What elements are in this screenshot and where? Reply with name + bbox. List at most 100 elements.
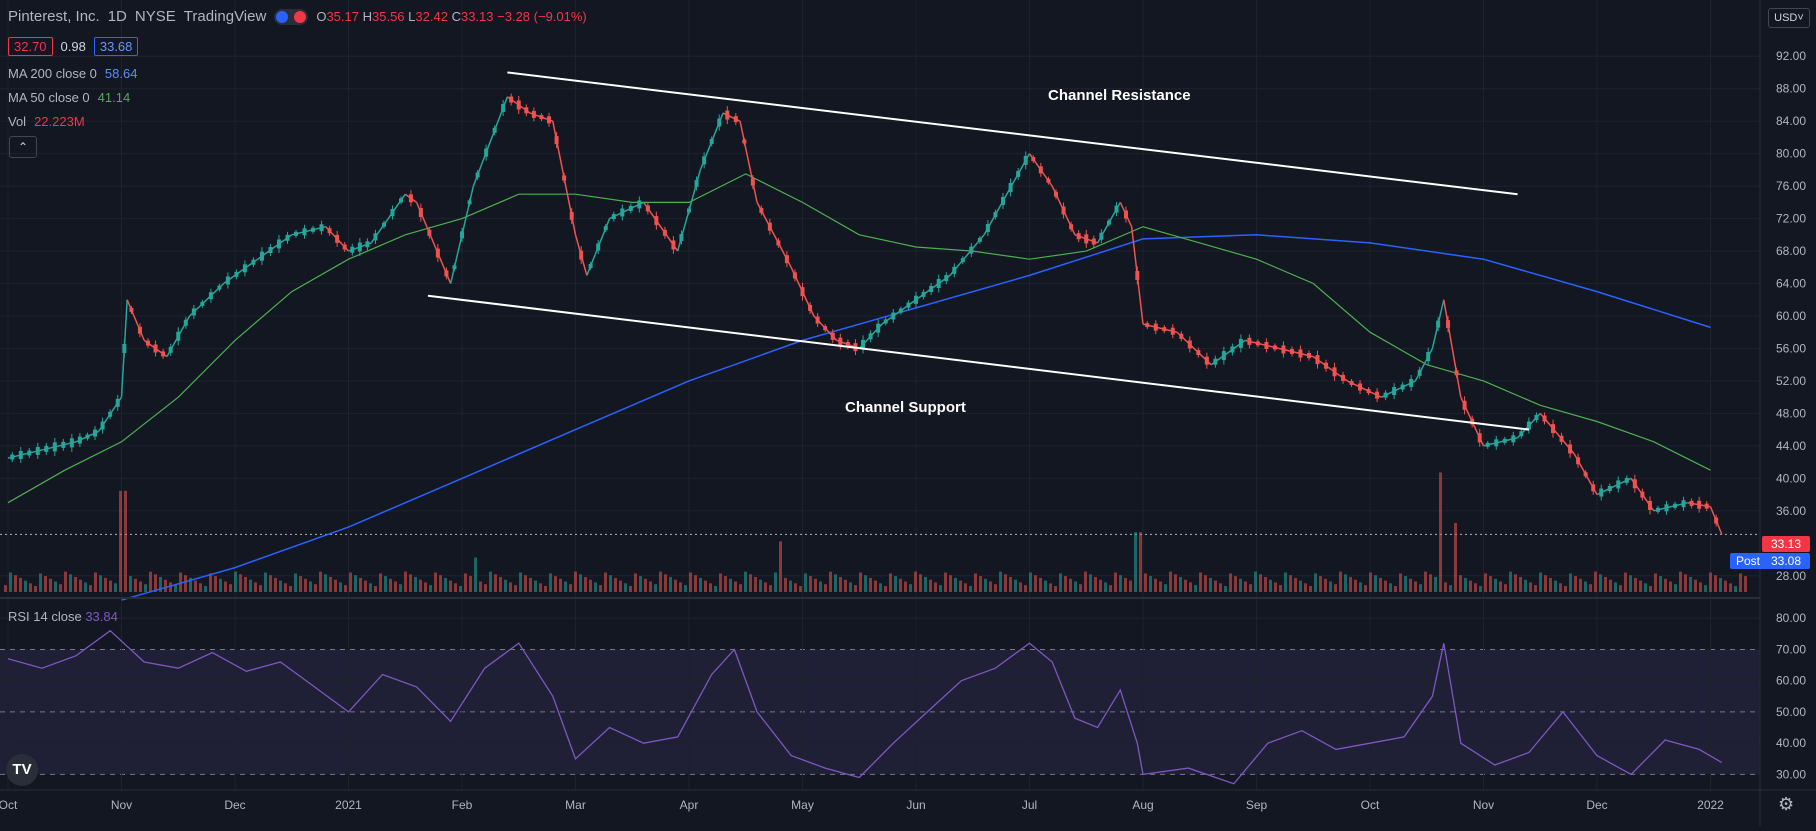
candle-body [302, 228, 307, 236]
visibility-toggle-icon[interactable] [274, 8, 309, 25]
volume-bar [739, 584, 742, 592]
support-trend-line [427, 294, 1530, 431]
volume-bar [1429, 574, 1432, 592]
volume-bar [1584, 581, 1587, 592]
currency-button[interactable]: USD˅ [1768, 8, 1810, 28]
tradingview-logo-icon[interactable]: TV [6, 754, 38, 786]
volume-bar [254, 582, 257, 592]
collapse-legend-button[interactable]: ⌃ [9, 136, 37, 158]
time-tick-label: 2022 [1697, 798, 1724, 812]
price-tick-label: 92.00 [1776, 49, 1806, 63]
volume-bar [179, 572, 182, 592]
volume-bar [1544, 575, 1547, 592]
volume-bar [409, 574, 412, 592]
volume-bar [1364, 585, 1367, 592]
volume-bar [1259, 574, 1262, 592]
candle-body [876, 323, 881, 333]
volume-bar [109, 580, 112, 592]
volume-bar [224, 581, 227, 592]
volume-bar [1604, 577, 1607, 592]
ask-price[interactable]: 33.68 [93, 37, 139, 56]
last-price-tag: 33.13 [1762, 536, 1810, 552]
volume-bar [499, 577, 502, 592]
candle-body [1349, 380, 1354, 385]
volume-bar [1419, 584, 1422, 592]
volume-bar [1734, 586, 1737, 592]
candle-body [365, 241, 370, 248]
time-tick-label: Feb [452, 798, 473, 812]
candle-body [285, 234, 290, 241]
candle-body [509, 96, 514, 103]
candle-body [977, 237, 982, 242]
candle-body [1664, 504, 1669, 512]
volume-bar [924, 577, 927, 592]
candle-body [1221, 351, 1226, 361]
candle-body [191, 308, 196, 316]
ma200-legend[interactable]: MA 200 close 0 58.64 [8, 66, 137, 81]
volume-bar [134, 578, 137, 592]
post-price-tag: 33.08 [1762, 553, 1810, 569]
volume-bar [569, 584, 572, 592]
bid-price[interactable]: 32.70 [8, 37, 53, 56]
candle-body [531, 110, 536, 118]
volume-bar [889, 573, 892, 592]
candle-body [1145, 323, 1150, 328]
volume-bar [504, 579, 507, 592]
gear-icon[interactable]: ⚙ [1778, 794, 1795, 814]
candle-body [1264, 341, 1269, 349]
candle-body [815, 316, 820, 324]
volume-bar [1504, 584, 1507, 592]
support-annotation[interactable]: Channel Support [845, 399, 966, 416]
ma50-legend[interactable]: MA 50 close 0 41.14 [8, 90, 130, 105]
volume-bar [99, 575, 102, 592]
candle-body [1238, 338, 1243, 348]
candle-body [759, 207, 764, 213]
volume-bar [289, 586, 292, 592]
candle-body [516, 100, 521, 110]
rsi-tick-label: 30.00 [1776, 767, 1806, 781]
candle-body [1366, 389, 1371, 394]
volume-bar [1234, 576, 1237, 592]
time-tick-label: Nov [1473, 798, 1494, 812]
resistance-annotation[interactable]: Channel Resistance [1048, 87, 1191, 104]
candle-body [547, 116, 552, 124]
volume-bar [1499, 581, 1502, 592]
volume-bar [489, 571, 492, 592]
volume-bar [394, 581, 397, 592]
volume-bar [859, 572, 862, 592]
volume-legend[interactable]: Vol 22.223M [8, 114, 85, 129]
volume-bar [1124, 577, 1127, 592]
candle-body [242, 264, 247, 273]
volume-bar [1624, 572, 1627, 592]
volume-bar [1464, 577, 1467, 592]
candle-body [342, 244, 347, 250]
volume-bar [894, 576, 897, 592]
volume-bar [1164, 584, 1167, 592]
volume-bar [349, 572, 352, 592]
volume-bar [1354, 579, 1357, 592]
volume-bar [234, 571, 237, 592]
volume-bar [1639, 580, 1642, 592]
volume-bar [684, 585, 687, 592]
candle-body [460, 231, 464, 239]
volume-bar [314, 584, 317, 592]
rsi-legend[interactable]: RSI 14 close 33.84 [8, 609, 118, 624]
candle-body [137, 326, 142, 334]
candle-body [776, 240, 781, 246]
interval-label[interactable]: 1D [107, 8, 127, 25]
candle-body [1583, 472, 1588, 477]
volume-bar [679, 582, 682, 592]
volume-bar [1074, 581, 1077, 592]
volume-bar [1704, 585, 1707, 592]
volume-bar [1514, 574, 1517, 592]
volume-bar [34, 586, 37, 592]
symbol-title[interactable]: Pinterest, Inc. [8, 8, 100, 25]
volume-bar [49, 578, 52, 592]
candle-body [1281, 345, 1286, 354]
candle-body [1247, 337, 1252, 345]
volume-bar [1314, 573, 1317, 592]
rsi-line [7, 629, 1723, 785]
candle-body [1454, 370, 1459, 376]
